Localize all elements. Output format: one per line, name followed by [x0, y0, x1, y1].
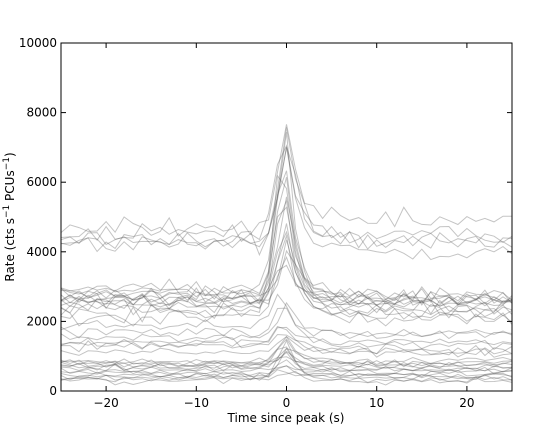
series-line [60, 256, 513, 315]
y-tick-label: 6000 [26, 175, 57, 189]
series-line [61, 325, 513, 358]
y-axis-label-exp: −1 [2, 205, 12, 218]
series-line [60, 174, 513, 324]
y-axis-label-part: Rate (cts s [3, 218, 17, 282]
series-line [60, 307, 513, 346]
y-axis-label-part: PCUs [3, 170, 17, 204]
y-tick-label: 8000 [26, 106, 57, 120]
x-axis: −20 −10 0 10 20 [93, 43, 475, 410]
series-line [60, 338, 513, 368]
series-line [60, 339, 513, 384]
y-axis-label-exp: −1 [2, 157, 12, 170]
series-line [60, 264, 513, 310]
x-tick-label: −20 [93, 396, 118, 410]
series-line [60, 326, 513, 350]
series-line [60, 369, 513, 381]
series-line [60, 335, 513, 368]
series-line [60, 371, 513, 386]
y-axis-label: Rate (cts s−1 PCUs−1) [2, 152, 17, 281]
series-line [60, 230, 513, 306]
x-tick-label: 0 [283, 396, 291, 410]
x-tick-label: 10 [369, 396, 384, 410]
series-line [60, 347, 513, 381]
series-line [60, 351, 513, 373]
series-line [60, 127, 513, 250]
series-line [60, 348, 513, 366]
series-line [60, 146, 513, 257]
series-line [60, 144, 513, 248]
series-line [60, 365, 513, 381]
series-line [60, 293, 513, 340]
series-line [60, 196, 513, 306]
series-line [60, 177, 513, 318]
series-line [60, 350, 513, 372]
x-tick-label: −10 [184, 396, 209, 410]
series-line [60, 147, 513, 261]
series-line [60, 239, 513, 310]
series-line [60, 301, 513, 339]
series-line [60, 346, 513, 375]
series-line [60, 233, 513, 317]
series-line [60, 359, 513, 378]
series-line [60, 356, 513, 369]
series-line [60, 249, 513, 314]
series-line [60, 223, 513, 327]
series-layer [60, 124, 513, 386]
series-line [60, 333, 513, 356]
series-line [60, 206, 513, 303]
series-line [60, 365, 513, 376]
y-axis-label-part: ) [3, 152, 17, 157]
x-tick-label: 20 [459, 396, 474, 410]
series-line [60, 335, 513, 358]
y-tick-label: 10000 [19, 36, 57, 50]
y-axis: 0 2000 4000 6000 8000 10000 [19, 36, 512, 398]
series-line [60, 124, 512, 237]
y-tick-label: 0 [49, 384, 57, 398]
y-tick-label: 4000 [26, 245, 57, 259]
series-line [60, 170, 513, 307]
x-axis-label: Time since peak (s) [227, 411, 345, 425]
y-tick-label: 2000 [26, 314, 57, 328]
series-line [60, 200, 513, 325]
series-line [60, 132, 513, 312]
